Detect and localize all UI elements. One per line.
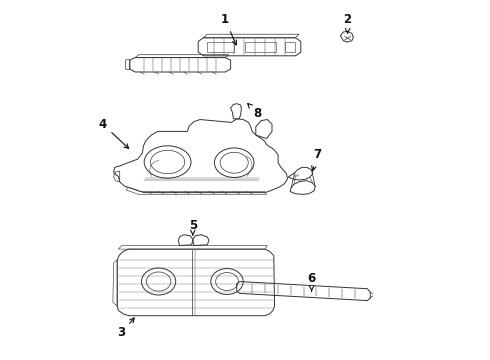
Text: 2: 2 (343, 13, 352, 33)
Text: 1: 1 (221, 13, 237, 45)
Text: 6: 6 (308, 273, 316, 291)
Text: 7: 7 (312, 148, 321, 171)
Text: 5: 5 (189, 219, 197, 235)
Text: 8: 8 (247, 103, 262, 120)
Text: 3: 3 (117, 318, 134, 339)
Text: 4: 4 (98, 118, 129, 148)
